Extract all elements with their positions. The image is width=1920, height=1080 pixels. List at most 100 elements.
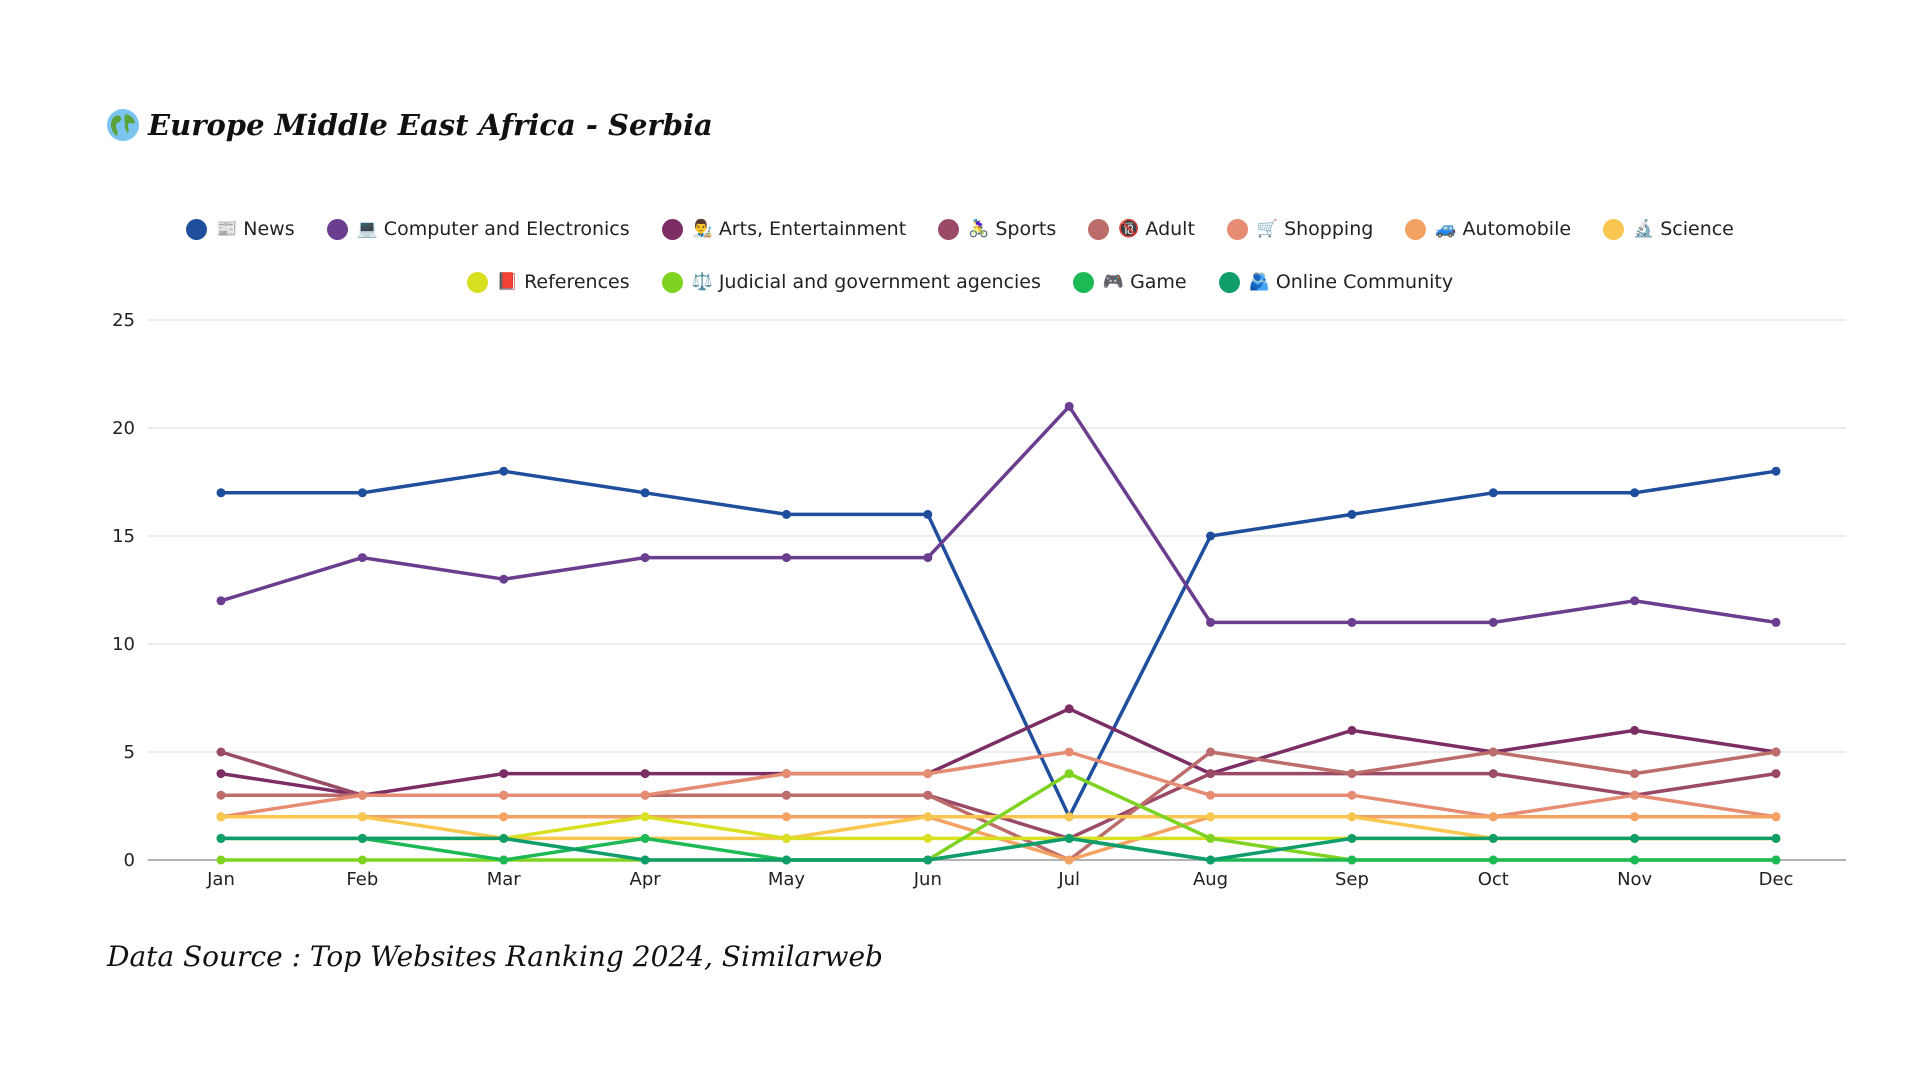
data-point — [216, 790, 226, 800]
data-point — [1206, 617, 1216, 627]
legend-category-icon: 🔞 — [1118, 219, 1140, 239]
legend-label: Computer and Electronics — [383, 218, 630, 240]
legend-category-icon: 🚴‍♀️ — [968, 219, 990, 239]
data-point — [781, 553, 791, 563]
data-point — [1206, 812, 1216, 822]
data-point — [923, 790, 933, 800]
legend-category-icon: 🔬 — [1633, 219, 1655, 239]
data-point — [1347, 855, 1357, 865]
data-point — [1064, 401, 1074, 411]
legend-item-news[interactable]: 📰 News — [186, 218, 295, 240]
data-point — [781, 769, 791, 779]
legend-color-dot — [1405, 218, 1427, 240]
y-tick-label: 15 — [112, 526, 135, 547]
data-point — [499, 855, 509, 865]
data-point — [1206, 833, 1216, 843]
data-point — [923, 812, 933, 822]
legend-item-adult[interactable]: 🔞 Adult — [1088, 218, 1195, 240]
data-point — [1630, 488, 1640, 498]
data-point — [1771, 617, 1781, 627]
legend-item-automobile[interactable]: 🚙 Automobile — [1405, 218, 1571, 240]
data-point — [1488, 617, 1498, 627]
legend-color-dot — [466, 271, 488, 293]
data-point — [216, 488, 226, 498]
chart-title: Europe Middle East Africa - Serbia — [148, 108, 713, 142]
legend-item-online-community[interactable]: 🫂 Online Community — [1218, 271, 1454, 293]
legend-color-dot — [1072, 271, 1094, 293]
legend-item-judicial-and-government-agencies[interactable]: ⚖️ Judicial and government agencies — [661, 271, 1041, 293]
legend-item-shopping[interactable]: 🛒 Shopping — [1226, 218, 1374, 240]
x-tick-label: Jul — [1057, 869, 1080, 890]
data-source-caption: Data Source : Top Websites Ranking 2024,… — [107, 940, 883, 973]
x-tick-label: Jun — [913, 869, 942, 890]
data-point — [1064, 812, 1074, 822]
data-point — [216, 833, 226, 843]
data-point — [216, 812, 226, 822]
data-point — [1630, 725, 1640, 735]
legend-item-game[interactable]: 🎮 Game — [1072, 271, 1187, 293]
data-point — [216, 596, 226, 606]
legend-category-icon: 📕 — [496, 272, 519, 292]
legend-item-science[interactable]: 🔬 Science — [1603, 218, 1734, 240]
data-point — [216, 769, 226, 779]
data-point — [1064, 747, 1074, 757]
x-tick-label: Nov — [1617, 869, 1652, 890]
data-point — [640, 553, 650, 563]
legend-label: Shopping — [1284, 218, 1374, 240]
legend-item-sports[interactable]: 🚴‍♀️ Sports — [938, 218, 1056, 240]
data-point — [1206, 855, 1216, 865]
data-point — [640, 833, 650, 843]
data-point — [640, 769, 650, 779]
legend-color-dot — [1226, 218, 1248, 240]
legend-label: Online Community — [1275, 271, 1454, 293]
legend-color-dot — [661, 271, 683, 293]
data-point — [923, 769, 933, 779]
data-point — [1488, 769, 1498, 779]
x-tick-label: Aug — [1193, 869, 1228, 890]
globe-icon — [107, 109, 139, 141]
legend-label: Automobile — [1462, 218, 1572, 240]
legend-color-dot — [661, 218, 683, 240]
data-point — [1206, 790, 1216, 800]
data-point — [357, 553, 367, 563]
data-point — [1347, 812, 1357, 822]
legend-category-icon: 💻 — [356, 219, 378, 239]
legend-color-dot — [186, 218, 208, 240]
data-point — [1347, 725, 1357, 735]
data-point — [640, 855, 650, 865]
legend-color-dot — [326, 218, 348, 240]
series-online-community — [216, 833, 1781, 865]
series-line-online-community — [221, 836, 1776, 862]
data-point — [1771, 769, 1781, 779]
legend-item-computer-and-electronics[interactable]: 💻 Computer and Electronics — [326, 218, 630, 240]
data-point — [499, 466, 509, 476]
legend-category-icon: 📰 — [216, 219, 238, 239]
data-point — [1630, 812, 1640, 822]
series-line-arts-entertainment — [220, 707, 1777, 797]
data-point — [923, 833, 933, 843]
x-tick-label: Feb — [346, 869, 378, 890]
legend-item-arts-entertainment[interactable]: 👨‍🎨 Arts, Entertainment — [661, 218, 906, 240]
legend-color-dot — [1218, 271, 1240, 293]
data-point — [1488, 747, 1498, 757]
chart-legend: 📰 News 💻 Computer and Electronics 👨‍🎨 Arts, E… — [0, 214, 1920, 320]
data-point — [357, 488, 367, 498]
data-point — [781, 812, 791, 822]
data-point — [781, 855, 791, 865]
data-point — [1771, 855, 1781, 865]
legend-row: 📰 News 💻 Computer and Electronics 👨‍🎨 Arts, E… — [0, 214, 1920, 244]
data-point — [1488, 812, 1498, 822]
data-point — [1347, 617, 1357, 627]
chart-title-row: Europe Middle East Africa - Serbia — [106, 108, 713, 142]
data-point — [1771, 747, 1781, 757]
data-point — [1630, 790, 1640, 800]
legend-category-icon: 🛒 — [1256, 219, 1279, 239]
legend-category-icon: ⚖️ — [691, 272, 713, 292]
data-point — [923, 553, 933, 563]
legend-item-references[interactable]: 📕 References — [466, 271, 630, 293]
data-point — [1064, 855, 1074, 865]
x-tick-label: Jan — [206, 869, 235, 890]
y-tick-label: 25 — [112, 310, 135, 331]
data-point — [1488, 833, 1498, 843]
legend-row: 📕 References ⚖️ Judicial and government age… — [0, 267, 1920, 297]
